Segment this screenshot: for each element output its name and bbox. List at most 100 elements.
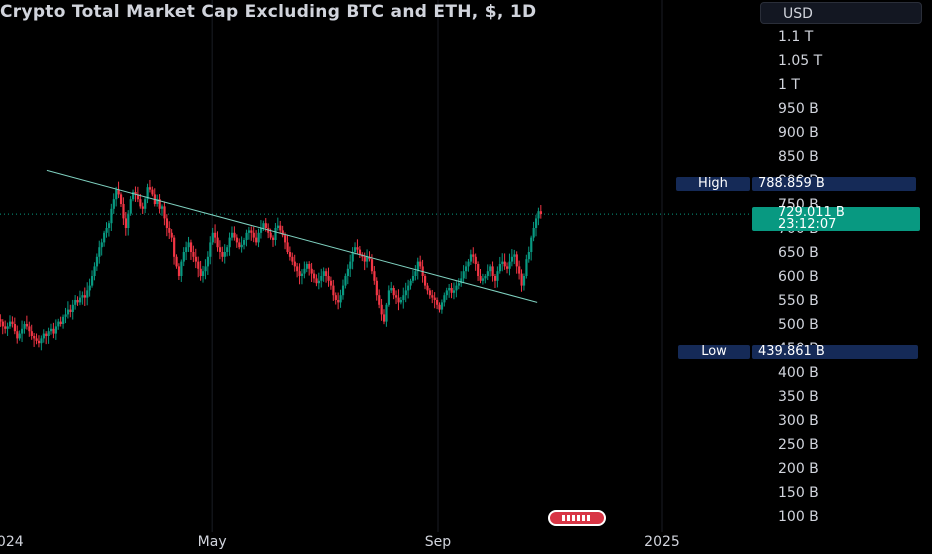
candle (481, 273, 485, 285)
candle (329, 276, 333, 290)
candle (35, 333, 38, 345)
candle (192, 245, 195, 263)
x-axis[interactable]: 2024 May Sep 2025 (0, 534, 680, 550)
flag-logo[interactable] (548, 510, 606, 526)
candle (4, 320, 7, 334)
candle (158, 194, 161, 214)
candle (354, 242, 357, 255)
y-tick-label: 950 B (778, 101, 819, 117)
candle (64, 307, 67, 324)
candle (308, 261, 311, 276)
candle (271, 235, 275, 247)
candle (341, 279, 345, 300)
candle (274, 223, 277, 246)
high-value: 788.859 B (752, 177, 916, 191)
candle (296, 262, 299, 278)
candle (537, 207, 540, 226)
candle (436, 297, 439, 310)
candle (209, 236, 212, 265)
candle (361, 252, 364, 262)
candle (25, 315, 29, 330)
candle (518, 260, 521, 280)
candle (88, 278, 91, 297)
candle (440, 299, 444, 314)
candle (71, 299, 74, 320)
candle (95, 253, 99, 271)
candle (486, 264, 489, 281)
candle (395, 290, 398, 305)
candle (30, 324, 33, 340)
chart-title: Crypto Total Market Cap Excluding BTC an… (0, 2, 537, 22)
candle (387, 285, 391, 307)
y-tick-label: 100 B (778, 509, 819, 525)
candle (322, 267, 325, 282)
candle (11, 316, 14, 328)
candles (0, 179, 543, 351)
candle (124, 212, 128, 236)
candle (57, 318, 60, 330)
candle (144, 196, 147, 214)
candle (472, 247, 475, 264)
candle (83, 287, 86, 307)
x-tick-label: Sep (425, 534, 452, 550)
trendline[interactable] (46, 169, 538, 303)
candle (313, 269, 316, 283)
candle (467, 258, 470, 272)
candle (443, 292, 446, 307)
candle (13, 317, 17, 335)
candle (419, 255, 422, 270)
candle (252, 226, 255, 243)
candle (479, 268, 482, 284)
candle (52, 322, 55, 339)
candle (310, 262, 313, 283)
candle (298, 263, 301, 285)
candle (6, 322, 9, 336)
y-tick-label: 850 B (778, 149, 819, 165)
candle (457, 278, 460, 290)
candle (42, 329, 45, 343)
candle (110, 203, 113, 231)
candle (344, 273, 347, 289)
candle (358, 246, 362, 258)
currency-button[interactable]: USD (760, 2, 922, 24)
candle (520, 269, 523, 292)
candle (197, 256, 200, 278)
y-tick-label: 250 B (778, 437, 819, 453)
candle (527, 246, 530, 263)
y-tick-label: 200 B (778, 461, 819, 477)
trendline-segment[interactable] (46, 169, 538, 303)
candle (146, 183, 149, 204)
candle (199, 260, 202, 281)
candle (165, 214, 169, 237)
y-tick-label: 1.1 T (778, 29, 814, 45)
candle (76, 296, 79, 306)
candle (305, 261, 308, 273)
candle (431, 289, 434, 304)
candle (214, 224, 217, 244)
candle (397, 289, 400, 311)
candle (428, 288, 432, 299)
y-tick-label: 500 B (778, 317, 819, 333)
candle (267, 223, 270, 239)
candle (349, 254, 352, 277)
candle (279, 220, 282, 234)
candle (69, 304, 72, 318)
y-tick-label: 300 B (778, 413, 819, 429)
candle (160, 204, 164, 216)
candle (380, 298, 383, 321)
candle (115, 186, 118, 207)
candle (129, 196, 132, 216)
candle (28, 321, 31, 337)
candle (363, 252, 366, 271)
candle (238, 238, 241, 250)
candle (100, 238, 103, 256)
grid-lines (0, 0, 752, 532)
low-value: 439.861 B (752, 345, 918, 359)
candle (452, 282, 456, 300)
candle (474, 253, 477, 271)
candle (81, 291, 84, 305)
candle (484, 274, 487, 284)
